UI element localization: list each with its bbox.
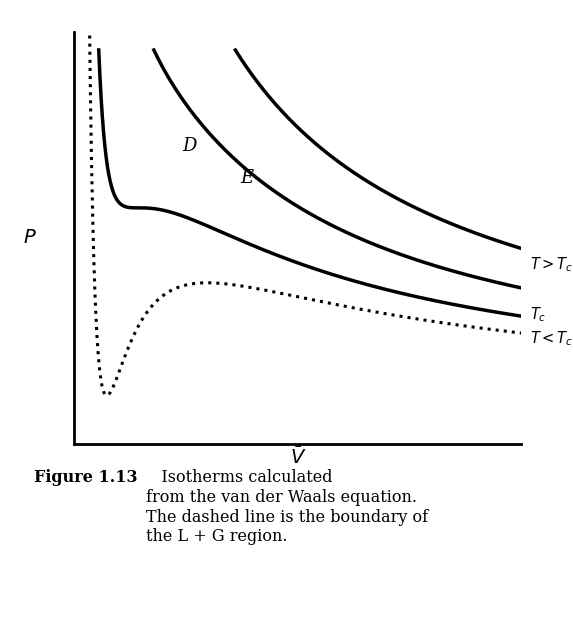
Text: $T > T_c$: $T > T_c$ xyxy=(530,255,573,274)
Text: Isotherms calculated
from the van der Waals equation.
The dashed line is the bou: Isotherms calculated from the van der Wa… xyxy=(146,469,428,545)
X-axis label: $\bar{V}$: $\bar{V}$ xyxy=(290,446,306,468)
Text: Figure 1.13: Figure 1.13 xyxy=(34,469,138,486)
Text: $P$: $P$ xyxy=(23,229,37,247)
Text: $T_c$: $T_c$ xyxy=(530,305,547,323)
Text: D: D xyxy=(182,137,197,155)
Text: $T < T_c$: $T < T_c$ xyxy=(530,329,573,348)
Text: E: E xyxy=(240,169,253,187)
